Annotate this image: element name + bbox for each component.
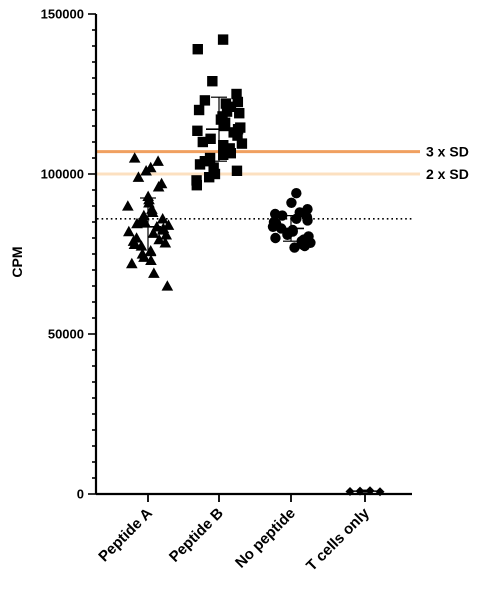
data-point-square	[231, 165, 243, 176]
x-tick-label: No peptide	[232, 505, 299, 572]
data-point-square	[234, 108, 245, 119]
data-point-triangle	[153, 233, 165, 245]
y-tick-label: 50000	[48, 327, 84, 342]
data-point-triangle	[128, 152, 141, 163]
data-point-triangle	[159, 237, 172, 248]
data-point-circle	[270, 232, 281, 244]
y-axis-title: CPM	[9, 246, 25, 277]
data-point-triangle	[148, 267, 160, 278]
data-point-square	[192, 125, 203, 136]
data-point-triangle	[160, 229, 173, 240]
data-point-square	[193, 104, 205, 116]
y-axis: 0 50000 100000 150000	[41, 7, 98, 502]
y-tick-label: 150000	[41, 7, 84, 22]
data-point-triangle	[152, 181, 165, 192]
data-point-diamond	[345, 486, 355, 496]
data-point-triangle	[128, 238, 141, 250]
data-point-triangle	[123, 225, 135, 237]
data-point-diamond	[375, 487, 385, 497]
data-point-square	[218, 140, 229, 151]
data-point-square	[232, 130, 243, 141]
data-point-triangle	[156, 213, 169, 224]
data-point-circle	[277, 210, 288, 221]
x-tick-label: Peptide B	[166, 505, 227, 566]
data-point-circle	[289, 242, 300, 253]
x-axis: Peptide A Peptide B No peptide T cells only	[95, 492, 412, 575]
data-point-triangle	[145, 254, 157, 266]
data-point-circle	[267, 221, 279, 232]
data-point-square	[203, 172, 215, 183]
data-point-square	[217, 34, 229, 45]
y-tick-label: 100000	[41, 167, 84, 182]
data-point-square	[236, 138, 248, 149]
reference-line-label: 2 x SD	[426, 166, 469, 182]
data-point-circle	[291, 188, 302, 199]
y-tick-label: 0	[77, 487, 84, 502]
data-point-triangle	[132, 171, 145, 182]
data-points	[122, 34, 385, 497]
data-point-triangle	[138, 251, 150, 262]
data-point-triangle	[140, 165, 152, 176]
data-point-square	[194, 159, 206, 170]
x-tick-label: T cells only	[303, 504, 373, 574]
data-point-circle	[302, 215, 313, 226]
reference-line-label: 3 x SD	[426, 144, 469, 160]
data-point-circle	[291, 213, 302, 224]
reference-lines	[97, 150, 420, 220]
data-point-square	[209, 168, 221, 180]
data-point-square	[208, 162, 219, 173]
data-point-circle	[299, 240, 310, 252]
data-point-triangle	[131, 217, 143, 229]
data-point-circle	[286, 197, 297, 208]
data-point-triangle	[161, 280, 174, 291]
data-point-square	[232, 96, 244, 108]
data-point-circle	[282, 229, 293, 240]
data-point-square	[205, 133, 216, 144]
data-point-square	[192, 44, 203, 55]
data-point-square	[225, 148, 237, 159]
data-point-square	[204, 152, 216, 164]
x-tick-label: Peptide A	[95, 505, 156, 566]
data-point-square	[231, 88, 242, 100]
data-point-triangle	[152, 155, 164, 166]
mean-sd-bars	[135, 96, 378, 493]
reference-line-labels: 3 x SD 2 x SD	[426, 144, 469, 182]
data-point-square	[207, 76, 218, 87]
data-point-square	[219, 120, 230, 132]
data-point-square	[191, 180, 203, 191]
data-point-triangle	[147, 227, 160, 238]
data-point-square	[218, 149, 229, 160]
data-point-square	[197, 136, 209, 148]
data-point-triangle	[126, 257, 138, 269]
data-point-triangle	[135, 240, 148, 251]
data-point-square	[199, 95, 211, 106]
data-point-triangle	[146, 206, 159, 218]
data-point-triangle	[122, 200, 134, 211]
